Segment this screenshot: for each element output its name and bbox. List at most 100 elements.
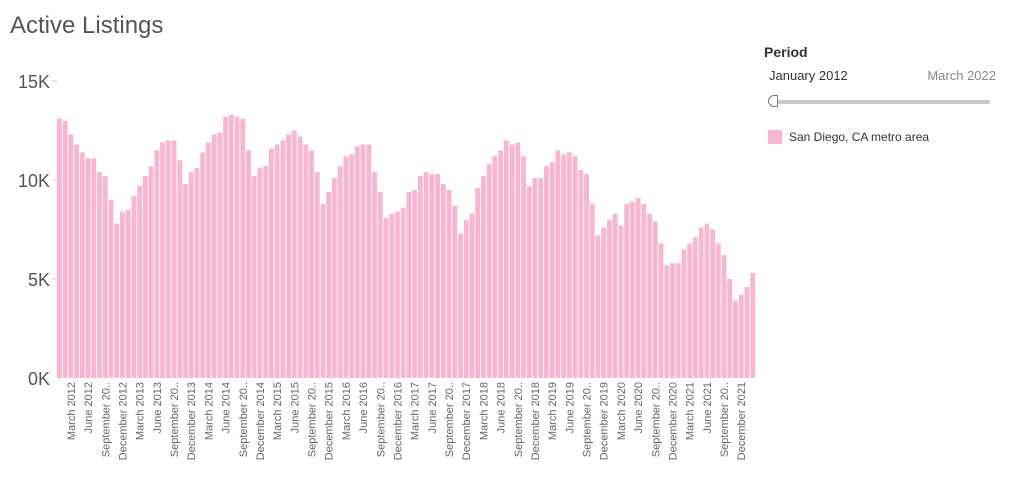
- bar[interactable]: [423, 172, 429, 378]
- period-filter[interactable]: Period January 2012 March 2022: [764, 44, 1004, 107]
- bar[interactable]: [480, 176, 486, 378]
- bar[interactable]: [57, 118, 62, 379]
- bar[interactable]: [446, 189, 452, 378]
- bar[interactable]: [509, 144, 515, 378]
- bar[interactable]: [274, 144, 280, 378]
- bar[interactable]: [326, 191, 332, 378]
- bar[interactable]: [240, 118, 246, 379]
- bar[interactable]: [354, 146, 360, 378]
- bar[interactable]: [91, 158, 97, 378]
- bar[interactable]: [337, 166, 343, 378]
- bar[interactable]: [641, 203, 647, 378]
- bar[interactable]: [555, 150, 561, 378]
- bar[interactable]: [670, 263, 675, 378]
- bar[interactable]: [62, 120, 68, 378]
- bar[interactable]: [675, 263, 681, 378]
- bar[interactable]: [618, 225, 624, 378]
- bar[interactable]: [194, 168, 200, 378]
- bar[interactable]: [183, 183, 188, 378]
- bar[interactable]: [280, 140, 286, 378]
- bar[interactable]: [228, 114, 234, 378]
- bar[interactable]: [389, 213, 395, 378]
- bar[interactable]: [160, 142, 165, 378]
- bar[interactable]: [303, 144, 309, 378]
- bar[interactable]: [503, 140, 509, 378]
- bar[interactable]: [246, 150, 251, 378]
- bar[interactable]: [320, 203, 326, 378]
- bar[interactable]: [578, 170, 584, 378]
- bar[interactable]: [142, 176, 148, 378]
- bar[interactable]: [624, 203, 630, 378]
- bar[interactable]: [131, 195, 137, 378]
- bar[interactable]: [332, 178, 337, 378]
- bar[interactable]: [566, 152, 572, 378]
- bar[interactable]: [601, 227, 607, 378]
- bar[interactable]: [704, 223, 710, 378]
- bar[interactable]: [165, 140, 171, 378]
- bar[interactable]: [137, 185, 143, 378]
- bar[interactable]: [349, 154, 355, 378]
- bar[interactable]: [171, 140, 177, 378]
- bar[interactable]: [744, 286, 750, 378]
- bar[interactable]: [85, 158, 91, 378]
- period-slider-handle[interactable]: [768, 95, 778, 107]
- bar[interactable]: [549, 162, 555, 378]
- bar[interactable]: [291, 130, 297, 379]
- bar[interactable]: [607, 219, 612, 378]
- bar[interactable]: [343, 156, 349, 378]
- bar[interactable]: [629, 201, 635, 378]
- bar[interactable]: [687, 243, 693, 378]
- bar[interactable]: [584, 174, 589, 378]
- bar[interactable]: [681, 249, 687, 378]
- bar[interactable]: [257, 168, 263, 378]
- bar[interactable]: [309, 150, 314, 378]
- bar[interactable]: [217, 132, 223, 378]
- bar[interactable]: [286, 134, 292, 378]
- bar[interactable]: [429, 174, 435, 378]
- bar[interactable]: [177, 160, 183, 378]
- bar[interactable]: [125, 209, 131, 378]
- bar[interactable]: [452, 205, 458, 378]
- bar[interactable]: [366, 144, 372, 378]
- bar[interactable]: [263, 166, 269, 378]
- bar[interactable]: [458, 233, 463, 378]
- bar[interactable]: [314, 172, 320, 378]
- bar[interactable]: [733, 300, 738, 378]
- bar[interactable]: [727, 279, 733, 378]
- bar[interactable]: [435, 174, 440, 378]
- bar[interactable]: [200, 152, 206, 378]
- bar[interactable]: [526, 185, 532, 378]
- bar[interactable]: [102, 176, 108, 378]
- bar[interactable]: [498, 150, 503, 378]
- bar[interactable]: [372, 172, 377, 378]
- bar[interactable]: [486, 164, 492, 378]
- bar[interactable]: [532, 178, 538, 378]
- bar[interactable]: [412, 189, 418, 378]
- bar[interactable]: [652, 221, 658, 378]
- bar[interactable]: [589, 203, 595, 378]
- bar[interactable]: [710, 229, 715, 379]
- bar[interactable]: [74, 144, 80, 378]
- bar[interactable]: [595, 235, 601, 378]
- bar[interactable]: [463, 219, 469, 378]
- bar[interactable]: [544, 166, 549, 378]
- bar[interactable]: [383, 217, 389, 378]
- bar[interactable]: [108, 199, 114, 378]
- bar[interactable]: [68, 134, 74, 378]
- bar[interactable]: [647, 213, 652, 378]
- bar[interactable]: [120, 211, 125, 378]
- bar[interactable]: [515, 142, 521, 378]
- bar[interactable]: [664, 265, 670, 378]
- bar[interactable]: [395, 211, 400, 378]
- bar[interactable]: [738, 294, 744, 378]
- bar[interactable]: [721, 255, 727, 378]
- bar[interactable]: [188, 172, 194, 378]
- bar[interactable]: [400, 207, 406, 378]
- bar[interactable]: [417, 176, 423, 378]
- bar[interactable]: [377, 191, 383, 378]
- bar[interactable]: [521, 156, 526, 378]
- bar[interactable]: [97, 172, 102, 378]
- bar[interactable]: [572, 156, 578, 378]
- bar[interactable]: [406, 191, 412, 378]
- bar[interactable]: [538, 178, 544, 378]
